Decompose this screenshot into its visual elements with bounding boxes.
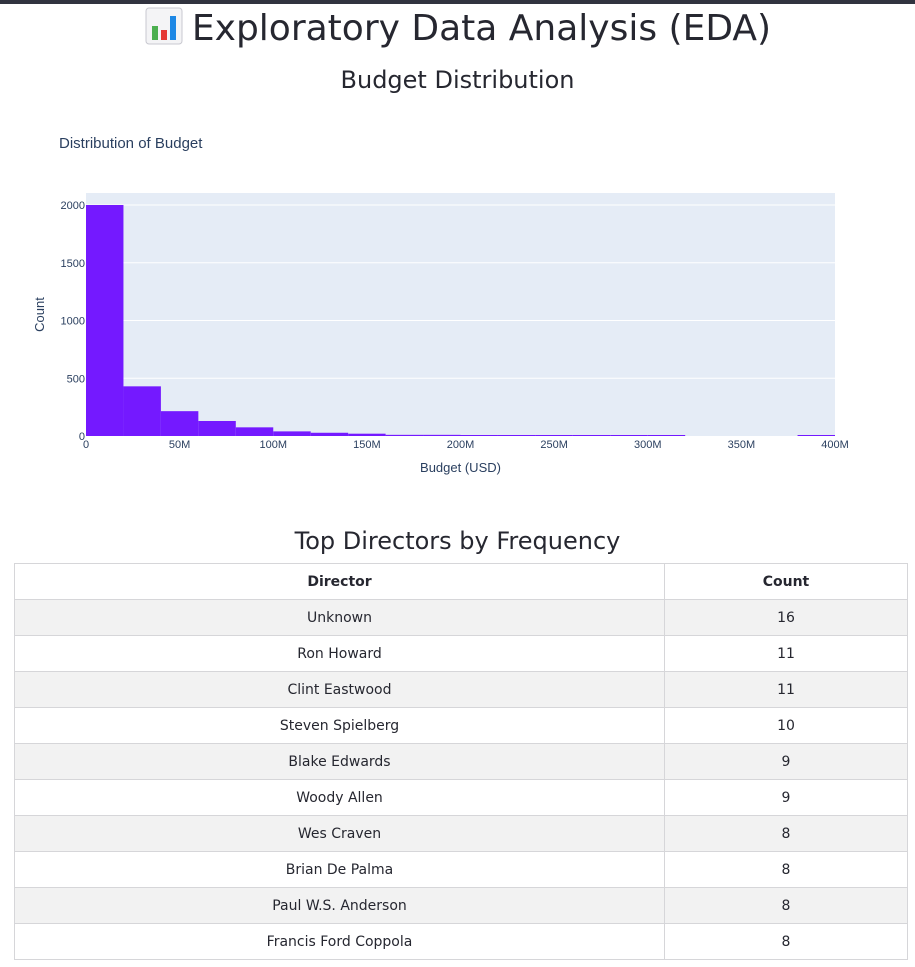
histogram-bar[interactable] xyxy=(572,435,611,436)
chart-title: Distribution of Budget xyxy=(59,135,203,152)
column-header-director[interactable]: Director xyxy=(14,563,665,600)
histogram-bar[interactable] xyxy=(123,386,161,436)
histogram-bar[interactable] xyxy=(610,435,648,436)
table-row: Francis Ford Coppola 8 xyxy=(14,923,908,960)
histogram-bar[interactable] xyxy=(797,435,835,436)
x-tick-label: 100M xyxy=(259,439,287,451)
page-title: Exploratory Data Analysis (EDA) xyxy=(0,6,915,57)
table-row: Blake Edwards 9 xyxy=(14,743,908,780)
count-cell: 9 xyxy=(664,743,908,780)
count-cell: 16 xyxy=(664,599,908,636)
count-cell: 8 xyxy=(664,851,908,888)
top-decoration-bar xyxy=(0,0,915,4)
table-row: Ron Howard 11 xyxy=(14,635,908,672)
histogram-bar[interactable] xyxy=(235,427,274,436)
table-row: Wes Craven 8 xyxy=(14,815,908,852)
y-tick-label: 2000 xyxy=(61,200,85,212)
x-tick-label: 350M xyxy=(728,439,756,451)
count-cell: 8 xyxy=(664,815,908,852)
x-tick-label: 250M xyxy=(540,439,568,451)
histogram-bar[interactable] xyxy=(86,205,124,436)
director-cell: Ron Howard xyxy=(14,635,665,672)
count-cell: 8 xyxy=(664,887,908,924)
histogram-bar[interactable] xyxy=(647,435,686,436)
histogram-bar[interactable] xyxy=(460,435,498,436)
x-tick-label: 0 xyxy=(83,439,89,451)
table-header-row: Director Count xyxy=(14,563,908,600)
x-tick-label: 200M xyxy=(447,439,475,451)
count-cell: 11 xyxy=(664,635,908,672)
histogram-bar[interactable] xyxy=(198,420,236,436)
x-tick-label: 400M xyxy=(821,439,849,451)
x-axis-title: Budget (USD) xyxy=(420,460,501,475)
histogram-bar[interactable] xyxy=(535,435,573,436)
budget-histogram-svg: Distribution of Budget 0500100015002000 … xyxy=(32,135,849,475)
histogram-bar[interactable] xyxy=(423,434,461,436)
table-row: Unknown 16 xyxy=(14,599,908,636)
count-cell: 10 xyxy=(664,707,908,744)
director-cell: Clint Eastwood xyxy=(14,671,665,708)
table-row: Woody Allen 9 xyxy=(14,779,908,816)
column-header-count[interactable]: Count xyxy=(664,563,908,600)
table-row: Brian De Palma 8 xyxy=(14,851,908,888)
histogram-bar[interactable] xyxy=(348,433,386,436)
count-cell: 11 xyxy=(664,671,908,708)
x-tick-label: 50M xyxy=(169,439,190,451)
y-tick-label: 1000 xyxy=(61,316,85,328)
budget-histogram[interactable]: Distribution of Budget 0 500 1000 1500 2000 … xyxy=(0,110,915,490)
y-axis-title: Count xyxy=(32,297,47,332)
histogram-bar[interactable] xyxy=(273,431,311,436)
table-row: Steven Spielberg 10 xyxy=(14,707,908,744)
x-tick-label: 150M xyxy=(353,439,381,451)
table-row: Paul W.S. Anderson 8 xyxy=(14,887,908,924)
bar-chart-icon xyxy=(144,6,184,57)
director-cell: Woody Allen xyxy=(14,779,665,816)
table-row: Clint Eastwood 11 xyxy=(14,671,908,708)
count-cell: 8 xyxy=(664,923,908,960)
plot-area xyxy=(86,193,835,436)
director-cell: Wes Craven xyxy=(14,815,665,852)
histogram-bar[interactable] xyxy=(385,434,424,436)
budget-section-heading: Budget Distribution xyxy=(340,66,575,94)
page-title-text: Exploratory Data Analysis (EDA) xyxy=(191,8,772,49)
histogram-bar[interactable] xyxy=(497,435,536,436)
director-cell: Paul W.S. Anderson xyxy=(14,887,665,924)
histogram-bar[interactable] xyxy=(160,411,199,436)
director-cell: Steven Spielberg xyxy=(14,707,665,744)
y-tick-label: 1500 xyxy=(61,258,85,270)
y-tick-label: 500 xyxy=(67,373,85,385)
directors-table: Director Count Unknown 16 Ron Howard 11 … xyxy=(14,563,908,960)
count-cell: 9 xyxy=(664,779,908,816)
histogram-bar[interactable] xyxy=(310,432,349,436)
directors-section-heading: Top Directors by Frequency xyxy=(294,527,621,555)
director-cell: Unknown xyxy=(14,599,665,636)
director-cell: Brian De Palma xyxy=(14,851,665,888)
director-cell: Francis Ford Coppola xyxy=(14,923,665,960)
director-cell: Blake Edwards xyxy=(14,743,665,780)
x-tick-label: 300M xyxy=(634,439,662,451)
y-tick-label: 0 xyxy=(79,431,85,443)
